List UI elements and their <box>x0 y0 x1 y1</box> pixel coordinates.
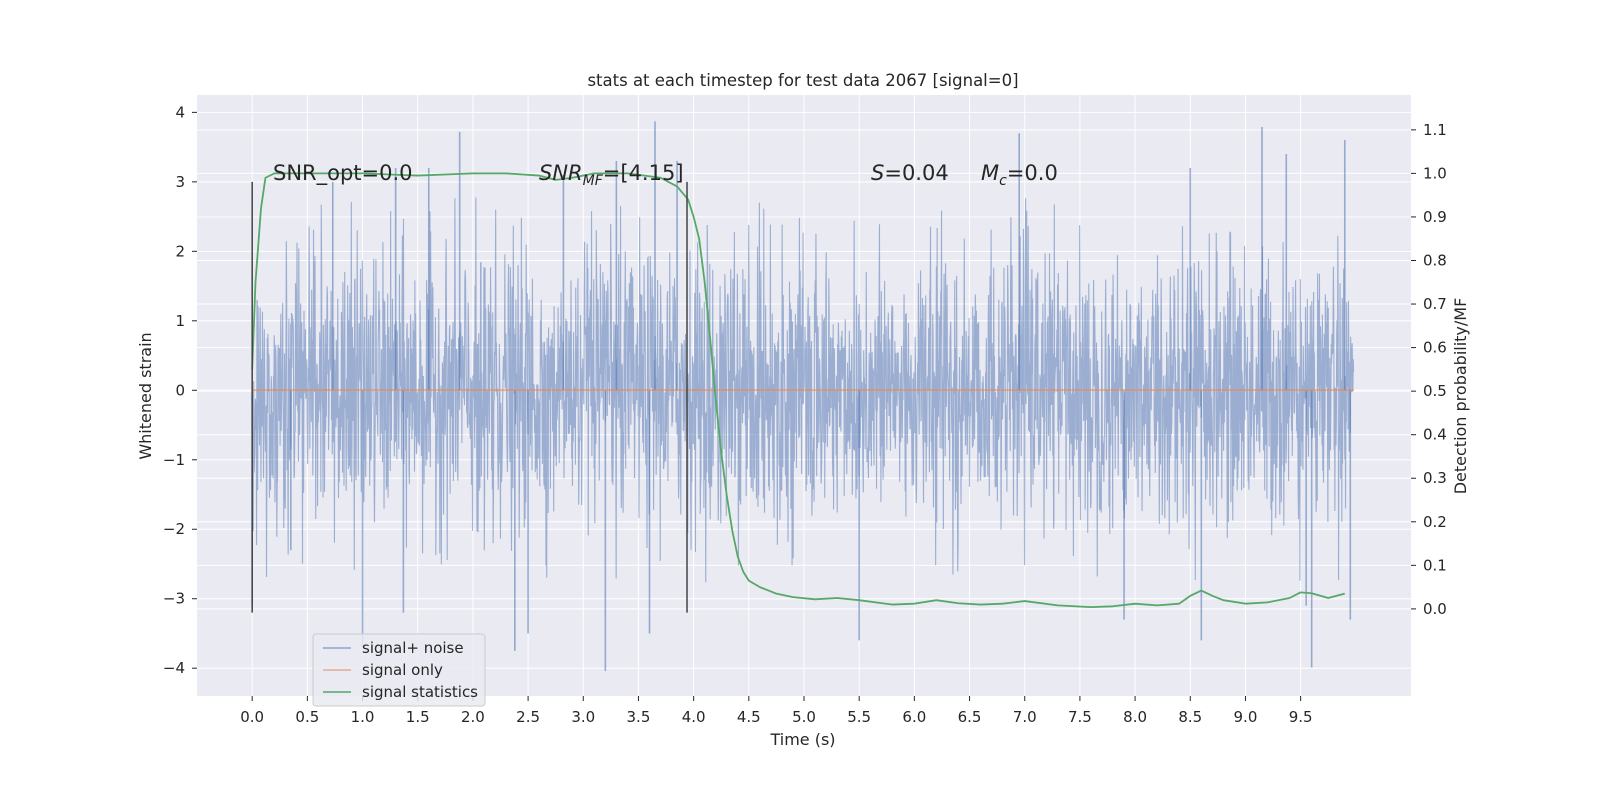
x-tick-label: 5.0 <box>792 708 816 726</box>
x-tick-label: 7.0 <box>1013 708 1037 726</box>
x-tick-label: 2.5 <box>516 708 540 726</box>
y-left-tick-label: −3 <box>163 590 185 608</box>
x-tick-label: 3.0 <box>571 708 595 726</box>
x-axis-ticks: 0.0 0.5 1.0 1.5 2.0 2.5 3.0 3.5 4.0 4.5 5.0 5.5 6.0 6… <box>240 696 1313 726</box>
mc-subscript: c <box>999 173 1007 189</box>
snr-mf-value: =[4.15] <box>603 161 684 185</box>
y-left-tick-label: 0 <box>175 381 185 399</box>
y-right-tick-label: 1.0 <box>1423 164 1447 182</box>
x-axis-label: Time (s) <box>769 730 835 749</box>
y-left-tick-label: 4 <box>175 103 185 121</box>
x-tick-label: 8.5 <box>1178 708 1202 726</box>
x-tick-label: 3.5 <box>627 708 651 726</box>
legend-label-signal-noise: signal+ noise <box>362 639 464 657</box>
y-left-tick-label: 1 <box>175 312 185 330</box>
noise-trace <box>251 121 1355 671</box>
x-tick-label: 4.0 <box>682 708 706 726</box>
y-left-tick-label: −2 <box>163 520 185 538</box>
snr-mf-symbol: SNR <box>539 161 583 185</box>
y-right-tick-label: 0.4 <box>1423 426 1447 444</box>
noise-trace-path <box>251 197 1355 583</box>
x-tick-label: 0.0 <box>240 708 264 726</box>
y-right-tick-label: 1.1 <box>1423 121 1447 139</box>
y-left-axis-label: Whitened strain <box>136 332 155 459</box>
y-left-tick-label: 2 <box>175 242 185 260</box>
x-tick-label: 9.0 <box>1234 708 1258 726</box>
annotation-s: S=0.04 <box>871 161 949 185</box>
legend: signal+ noise signal only signal statist… <box>312 633 486 707</box>
annotation-snr-mf: SNRMF=[4.15] <box>539 161 684 189</box>
y-right-axis-ticks: 1.1 1.0 0.9 0.8 0.7 0.6 0.5 0.4 0.3 0.2 0.1 0.0 <box>1411 121 1447 618</box>
annotation-mc: Mc=0.0 <box>981 161 1058 189</box>
legend-label-signal-only: signal only <box>362 661 443 679</box>
s-value: =0.04 <box>884 161 948 185</box>
mc-symbol: M <box>981 161 999 185</box>
mc-value: =0.0 <box>1007 161 1058 185</box>
y-right-tick-label: 0.7 <box>1423 295 1447 313</box>
legend-box <box>312 633 486 707</box>
x-tick-label: 6.0 <box>902 708 926 726</box>
chart-title: stats at each timestep for test data 206… <box>587 71 1018 90</box>
x-tick-label: 9.5 <box>1289 708 1313 726</box>
x-tick-label: 2.0 <box>461 708 485 726</box>
x-tick-label: 6.5 <box>958 708 982 726</box>
x-tick-label: 8.0 <box>1123 708 1147 726</box>
y-right-tick-label: 0.5 <box>1423 382 1447 400</box>
x-tick-label: 4.5 <box>737 708 761 726</box>
x-tick-label: 1.5 <box>406 708 430 726</box>
x-tick-label: 5.5 <box>847 708 871 726</box>
y-left-tick-label: −1 <box>163 451 185 469</box>
x-tick-label: 1.0 <box>351 708 375 726</box>
signal-statistics-line <box>251 172 1346 609</box>
annotation-snr-opt: SNR_opt=0.0 <box>273 161 413 186</box>
vertical-markers <box>251 181 688 613</box>
y-right-tick-label: 0.3 <box>1423 469 1447 487</box>
signal-statistics-trace <box>251 172 1346 609</box>
y-right-tick-label: 0.6 <box>1423 339 1447 357</box>
y-left-tick-label: −4 <box>163 659 185 677</box>
y-right-tick-label: 0.8 <box>1423 251 1447 269</box>
y-right-tick-label: 0.0 <box>1423 600 1447 618</box>
legend-label-signal-statistics: signal statistics <box>362 683 478 701</box>
y-right-axis-label: Detection probability/MF <box>1451 298 1470 495</box>
x-tick-label: 7.5 <box>1068 708 1092 726</box>
s-symbol: S <box>871 161 884 185</box>
y-right-tick-label: 0.1 <box>1423 556 1447 574</box>
y-left-axis-ticks: 4 3 2 1 0 −1 −2 −3 −4 <box>163 103 197 677</box>
y-right-tick-label: 0.9 <box>1423 208 1447 226</box>
y-left-tick-label: 3 <box>175 173 185 191</box>
y-right-tick-label: 0.2 <box>1423 513 1447 531</box>
x-tick-label: 0.5 <box>295 708 319 726</box>
snr-mf-subscript: MF <box>583 173 604 189</box>
